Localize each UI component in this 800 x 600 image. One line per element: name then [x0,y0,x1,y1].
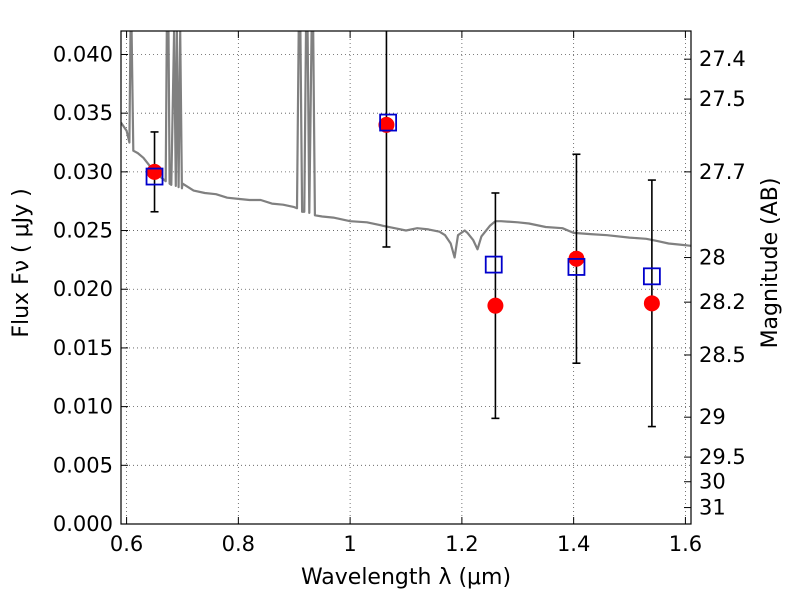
x-tick-label: 1.4 [557,532,590,556]
model-point [145,167,164,186]
right-axis-label: Magnitude (AB) [758,178,783,349]
observed-point [146,163,163,180]
observed-point [643,295,660,312]
y-tick-label: 0.015 [53,336,113,360]
x-tick-label: 1.2 [445,532,478,556]
spectrum-line [121,31,691,259]
right-tick-label: 27.7 [699,160,746,184]
x-tick-label: 1.6 [669,532,702,556]
right-tick-label: 28.5 [699,343,746,367]
y-tick-label: 0.010 [53,395,113,419]
right-tick-label: 29.5 [699,445,746,469]
template-spectrum [121,31,691,259]
right-tick-label: 30 [699,470,726,494]
right-tick-label: 27.4 [699,47,746,71]
y-tick-label: 0.020 [53,277,113,301]
observed-point [378,116,395,133]
y-tick-label: 0.005 [53,453,113,477]
x-tick-label: 1 [343,532,356,556]
x-tick-label: 0.8 [222,532,255,556]
x-tick-label: 0.6 [110,532,143,556]
model-point [567,258,586,276]
y-tick-label: 0.040 [53,42,113,66]
observed-point [487,297,504,314]
model-point [484,255,503,274]
y-tick-label: 0.025 [53,219,113,243]
right-tick-label: 27.5 [699,87,746,111]
right-tick-label: 29 [699,405,726,429]
right-tick-label: 28 [699,246,726,270]
model-point [642,267,661,286]
y-axis-ticks: 0.000 0.005 0.010 0.015 0.020 0.025 0.030 0.035… [53,42,128,536]
model-points [145,113,661,286]
model-point [379,113,398,132]
x-axis-label: Wavelength λ (μm) [301,565,511,590]
right-tick-label: 28.2 [699,290,746,314]
plot-frame [120,30,692,525]
y-axis-label: Flux Fν ( μJy ) [9,188,34,337]
y-tick-label: 0.000 [53,512,113,536]
right-tick-label: 31 [699,496,726,520]
x-axis-ticks: 0.6 0.8 1 1.2 1.4 1.6 [110,31,702,556]
y-tick-label: 0.030 [53,160,113,184]
y-tick-label: 0.035 [53,101,113,125]
